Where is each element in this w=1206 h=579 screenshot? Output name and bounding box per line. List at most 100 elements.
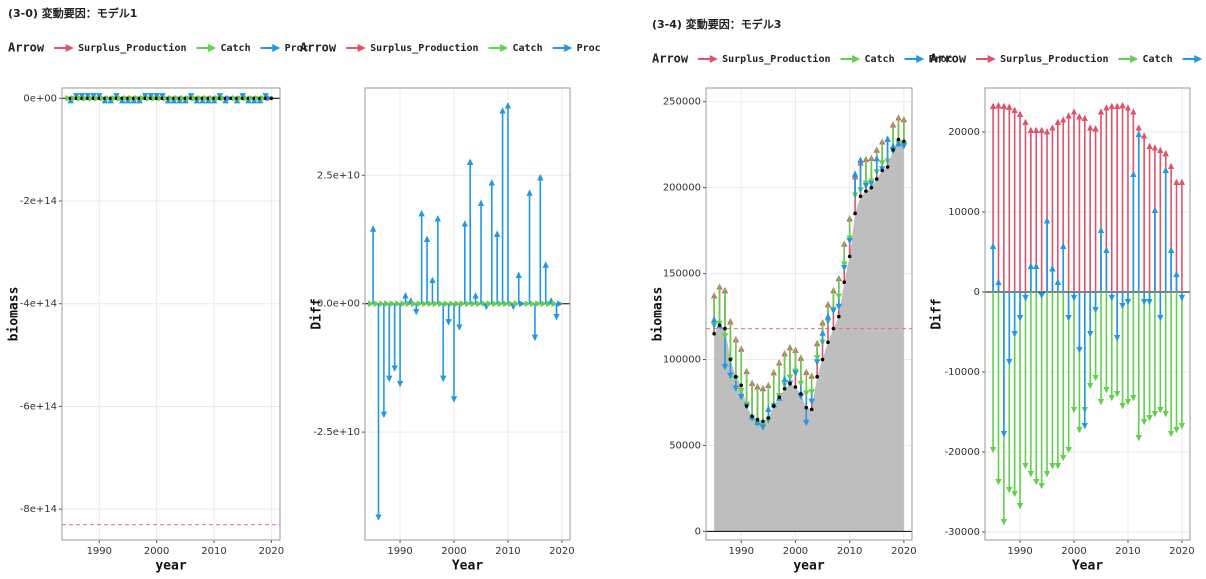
legend-title: Arrow <box>8 41 45 55</box>
biomass-point <box>246 96 251 101</box>
x-axis-title: year <box>155 559 186 574</box>
biomass-point <box>240 96 245 101</box>
biomass-point <box>755 417 760 422</box>
biomass-point <box>723 326 727 331</box>
biomass-point <box>217 96 222 101</box>
biomass-point <box>728 357 733 362</box>
y-tick-label: 0e+00 <box>23 93 57 104</box>
biomass-point <box>744 404 749 408</box>
y-tick-label: 10000 <box>948 207 980 218</box>
legend-label: Catch <box>865 54 895 65</box>
x-tick-label: 2010 <box>1115 546 1140 557</box>
biomass-point <box>149 96 153 101</box>
y-tick-label: -30000 <box>945 527 980 538</box>
biomass-point <box>172 96 176 101</box>
biomass-point <box>869 185 874 190</box>
legend-label: Catch <box>1143 54 1173 65</box>
legend-label: Catch <box>513 43 543 54</box>
biomass-point <box>103 96 107 101</box>
biomass-point <box>734 374 738 379</box>
y-tick-label: 50000 <box>669 440 701 451</box>
biomass-point <box>206 96 211 101</box>
biomass-point <box>143 96 147 101</box>
panel: (3-4) 変動要因：モデル3 Arrow Surplus_Production Ca… <box>651 17 953 574</box>
biomass-point <box>195 96 199 101</box>
biomass-point <box>269 96 274 101</box>
y-tick-label: -8e+14 <box>20 504 57 515</box>
biomass-point <box>252 96 256 101</box>
y-tick-label: -10000 <box>945 367 980 378</box>
x-axis-title: year <box>793 559 824 574</box>
x-tick-label: 2010 <box>495 546 520 557</box>
plot-border <box>364 87 571 541</box>
legend-title: Arrow <box>652 52 689 66</box>
plot-background <box>365 88 570 540</box>
biomass-point <box>74 96 79 101</box>
biomass-point <box>68 96 73 101</box>
biomass-point <box>874 177 879 181</box>
biomass-point <box>750 414 754 419</box>
x-tick-label: 2000 <box>441 546 466 557</box>
y-tick-label: 250000 <box>663 97 701 108</box>
x-tick-label: 2020 <box>259 546 284 557</box>
y-tick-label: -6e+14 <box>20 401 57 412</box>
biomass-point <box>200 96 205 101</box>
biomass-point <box>137 96 142 101</box>
biomass-point <box>820 357 825 362</box>
panel: Arrow Surplus_Production Catch Proc -30000 -2… <box>930 52 1203 574</box>
x-tick-label: 1990 <box>387 546 412 557</box>
biomass-point <box>853 211 857 216</box>
biomass-point <box>777 395 781 400</box>
legend-label: Surplus_Production <box>78 42 186 54</box>
legend-label: Catch <box>221 43 251 54</box>
y-tick-label: -20000 <box>945 447 980 458</box>
y-axis-title: Diff <box>310 298 325 329</box>
biomass-point <box>739 383 744 388</box>
biomass-point <box>258 96 262 101</box>
biomass-point <box>717 323 722 327</box>
legend-label: Surplus_Production <box>1000 53 1108 65</box>
panel: (3-0) 変動要因：モデル1 Arrow Surplus_Production Ca… <box>7 6 309 574</box>
biomass-point <box>831 326 836 331</box>
plot-background <box>62 88 280 540</box>
x-tick-label: 2020 <box>891 546 916 557</box>
plot-border <box>705 87 913 541</box>
legend-title: Arrow <box>930 52 967 66</box>
x-tick-label: 2000 <box>783 546 808 557</box>
biomass-point <box>263 96 268 101</box>
x-tick-label: 2010 <box>201 546 226 557</box>
legend-label: Proc <box>929 54 953 65</box>
biomass-point <box>97 96 102 101</box>
x-tick-label: 1990 <box>1007 546 1032 557</box>
legend-label: Proc <box>577 43 601 54</box>
x-tick-label: 2000 <box>1061 546 1086 557</box>
x-tick-label: 2020 <box>549 546 574 557</box>
biomass-point <box>788 381 792 386</box>
biomass-point <box>847 254 852 259</box>
biomass-point <box>880 168 884 173</box>
plot-border <box>61 87 281 541</box>
biomass-point <box>166 96 170 101</box>
biomass-point <box>212 96 216 101</box>
biomass-point <box>712 331 716 336</box>
x-axis-title: Year <box>452 559 483 574</box>
biomass-point <box>815 374 819 379</box>
y-tick-label: 100000 <box>663 355 701 366</box>
biomass-point <box>86 96 90 101</box>
chart-title: (3-0) 変動要因：モデル1 <box>8 6 137 20</box>
biomass-point <box>891 148 895 152</box>
biomass-point <box>885 165 890 169</box>
biomass-point <box>809 407 814 412</box>
biomass-point <box>120 96 125 101</box>
x-axis-title: Year <box>1072 559 1103 574</box>
y-tick-label: -4e+14 <box>20 299 57 310</box>
x-tick-label: 2010 <box>837 546 862 557</box>
biomass-point <box>799 392 803 396</box>
biomass-point <box>766 416 771 420</box>
biomass-point <box>761 419 765 424</box>
y-tick-label: 0 <box>974 287 980 298</box>
y-tick-label: 200000 <box>663 183 701 194</box>
x-tick-label: 2020 <box>1169 546 1194 557</box>
plot-border <box>984 87 1191 541</box>
